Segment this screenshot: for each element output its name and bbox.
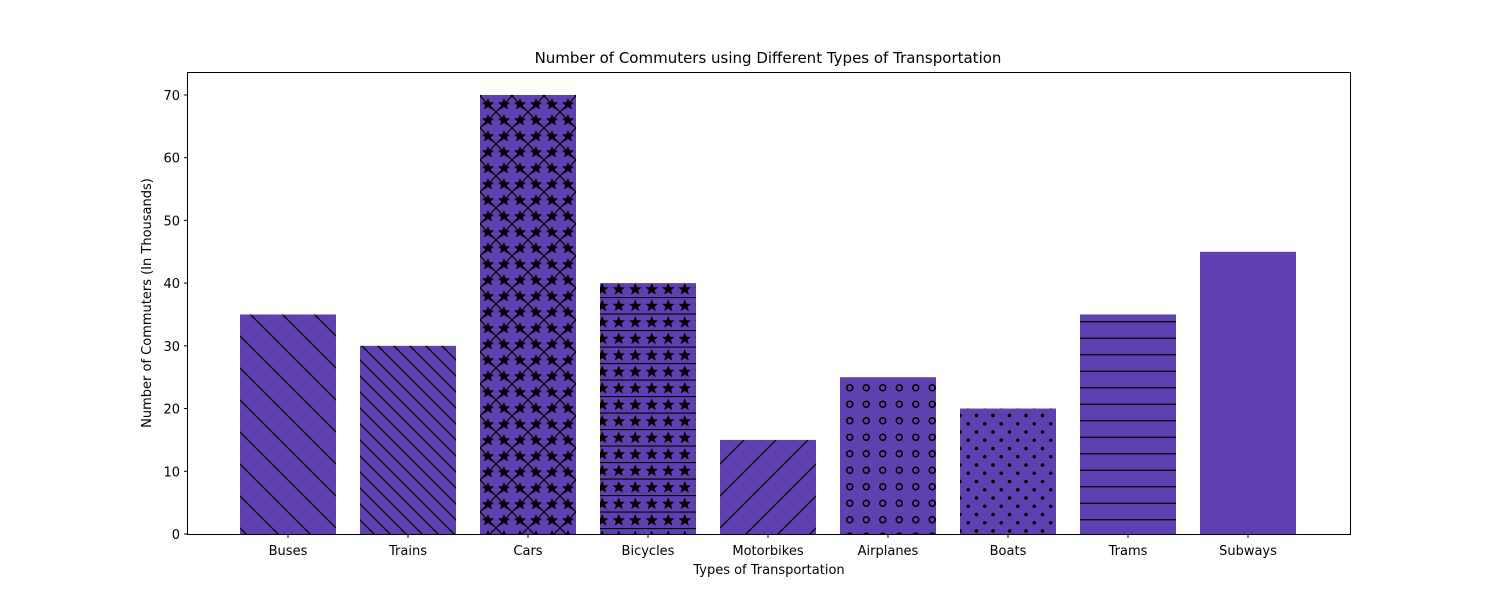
y-tick-label: 0 (172, 528, 180, 543)
x-tick-label: Motorbikes (732, 544, 803, 559)
bar-hatch-trams (1080, 314, 1176, 534)
y-axis: 0 10 20 30 40 50 60 70 (163, 89, 188, 543)
x-tick-label: Trams (1108, 544, 1148, 559)
bar-hatch-buses (240, 314, 336, 534)
plot-frame (187, 72, 1351, 535)
x-tick-label: Airplanes (858, 544, 919, 559)
y-tick-label: 10 (163, 465, 180, 480)
y-tick-label: 70 (163, 89, 180, 104)
y-tick-label: 20 (163, 403, 180, 418)
y-axis-label: Number of Commuters (In Thousands) (140, 178, 155, 428)
x-tick-label: Trains (388, 544, 427, 559)
bar-hatch-cars (480, 94, 576, 534)
x-tick-label: Bicycles (622, 544, 675, 559)
chart-title: Number of Commuters using Different Type… (535, 49, 1002, 67)
x-tick-label: Subways (1219, 544, 1277, 559)
bar-subways (1200, 251, 1296, 534)
bars-group (240, 94, 1296, 534)
bar-hatch-trains (360, 345, 456, 534)
x-tick-label: Buses (269, 544, 308, 559)
x-tick-label: Boats (990, 544, 1027, 559)
y-tick-label: 30 (163, 340, 180, 355)
x-axis: Buses Trains Cars Bicycles Motorbikes Airplan… (269, 534, 1277, 559)
y-tick-label: 40 (163, 277, 180, 292)
x-axis-label: Types of Transportation (692, 563, 844, 578)
bar-hatch-motorbikes (720, 439, 816, 534)
bar-hatch-airplanes (840, 377, 936, 534)
y-tick-label: 50 (163, 214, 180, 229)
bar-hatch-boats (960, 408, 1056, 534)
bar-hatch-bicycles (600, 283, 696, 534)
x-tick-label: Cars (513, 544, 542, 559)
y-tick-label: 60 (163, 152, 180, 167)
